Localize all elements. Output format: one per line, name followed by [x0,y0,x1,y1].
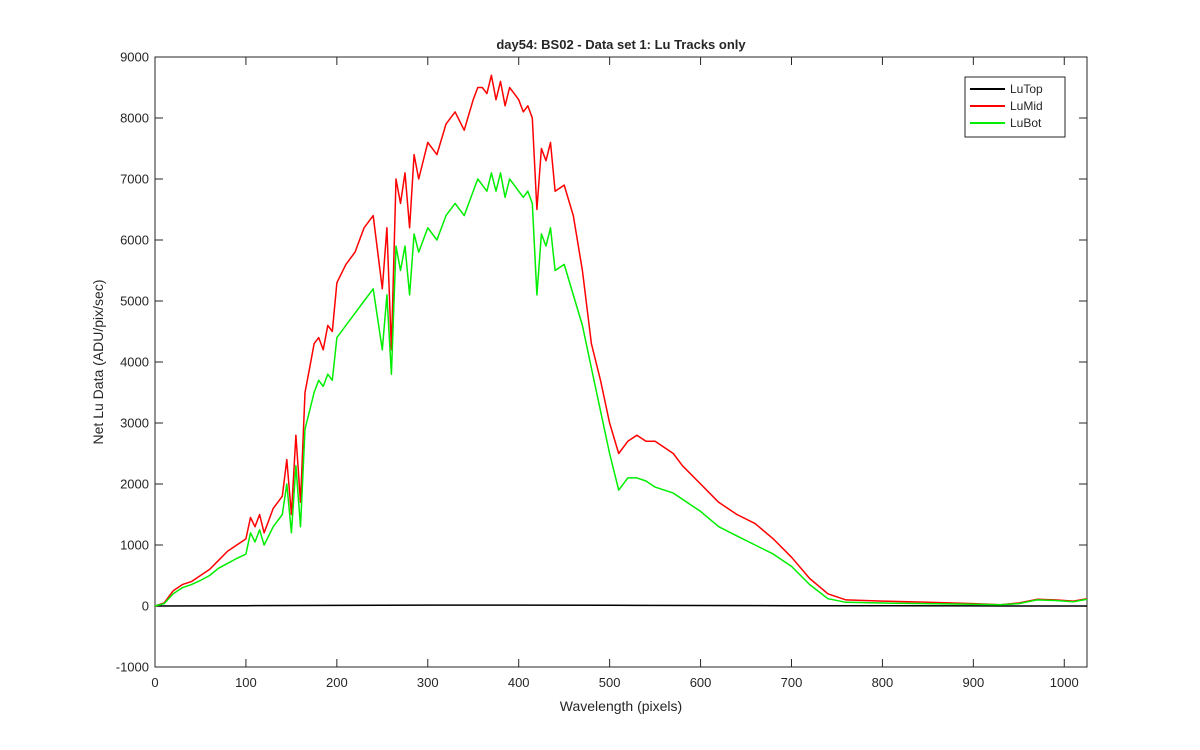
y-tick-label: 9000 [120,50,149,65]
y-tick-label: 4000 [120,355,149,370]
x-tick-label: 700 [781,675,803,690]
series-line-lumid [154,74,1088,607]
legend-label-lubot: LuBot [1010,116,1042,130]
legend[interactable]: LuTop LuMid LuBot [964,76,1066,138]
y-tick-label: 5000 [120,294,149,309]
y-axis-label: Net Lu Data (ADU/pix/sec) [90,280,106,445]
x-tick-label: 0 [151,675,158,690]
x-tick-label: 800 [872,675,894,690]
x-tick-label: 600 [690,675,712,690]
x-tick-label: 1000 [1050,675,1079,690]
x-tick-label: 400 [508,675,530,690]
y-tick-label: 1000 [120,538,149,553]
y-tick-label: 8000 [120,111,149,126]
x-tick-label: 200 [326,675,348,690]
series-lines [154,74,1088,607]
legend-label-lumid: LuMid [1010,99,1043,113]
axes-box [154,56,1088,668]
legend-entries: LuTop LuMid LuBot [970,82,1043,130]
y-axis-ticks: -1000 0 1000 2000 3000 4000 5000 6000 7000 8000 90… [116,50,1087,675]
y-tick-label: 6000 [120,233,149,248]
y-tick-label: 7000 [120,172,149,187]
plot-area: 0 100 200 300 400 500 600 700 800 900 1000 -100001… [116,50,1088,690]
y-tick-label: 3000 [120,416,149,431]
x-axis-ticks: 0 100 200 300 400 500 600 700 800 900 1000 [151,57,1079,690]
y-tick-label: -1000 [116,660,149,675]
chart-title: day54: BS02 - Data set 1: Lu Tracks only [496,37,746,52]
x-tick-label: 900 [962,675,984,690]
x-axis-label: Wavelength (pixels) [560,698,682,714]
legend-label-lutop: LuTop [1010,82,1043,96]
x-tick-label: 100 [235,675,257,690]
x-tick-label: 300 [417,675,439,690]
series-line-lutop [154,604,1087,607]
x-tick-label: 500 [599,675,621,690]
y-tick-label: 0 [142,599,149,614]
y-tick-label: 2000 [120,477,149,492]
series-line-lubot [154,172,1088,607]
